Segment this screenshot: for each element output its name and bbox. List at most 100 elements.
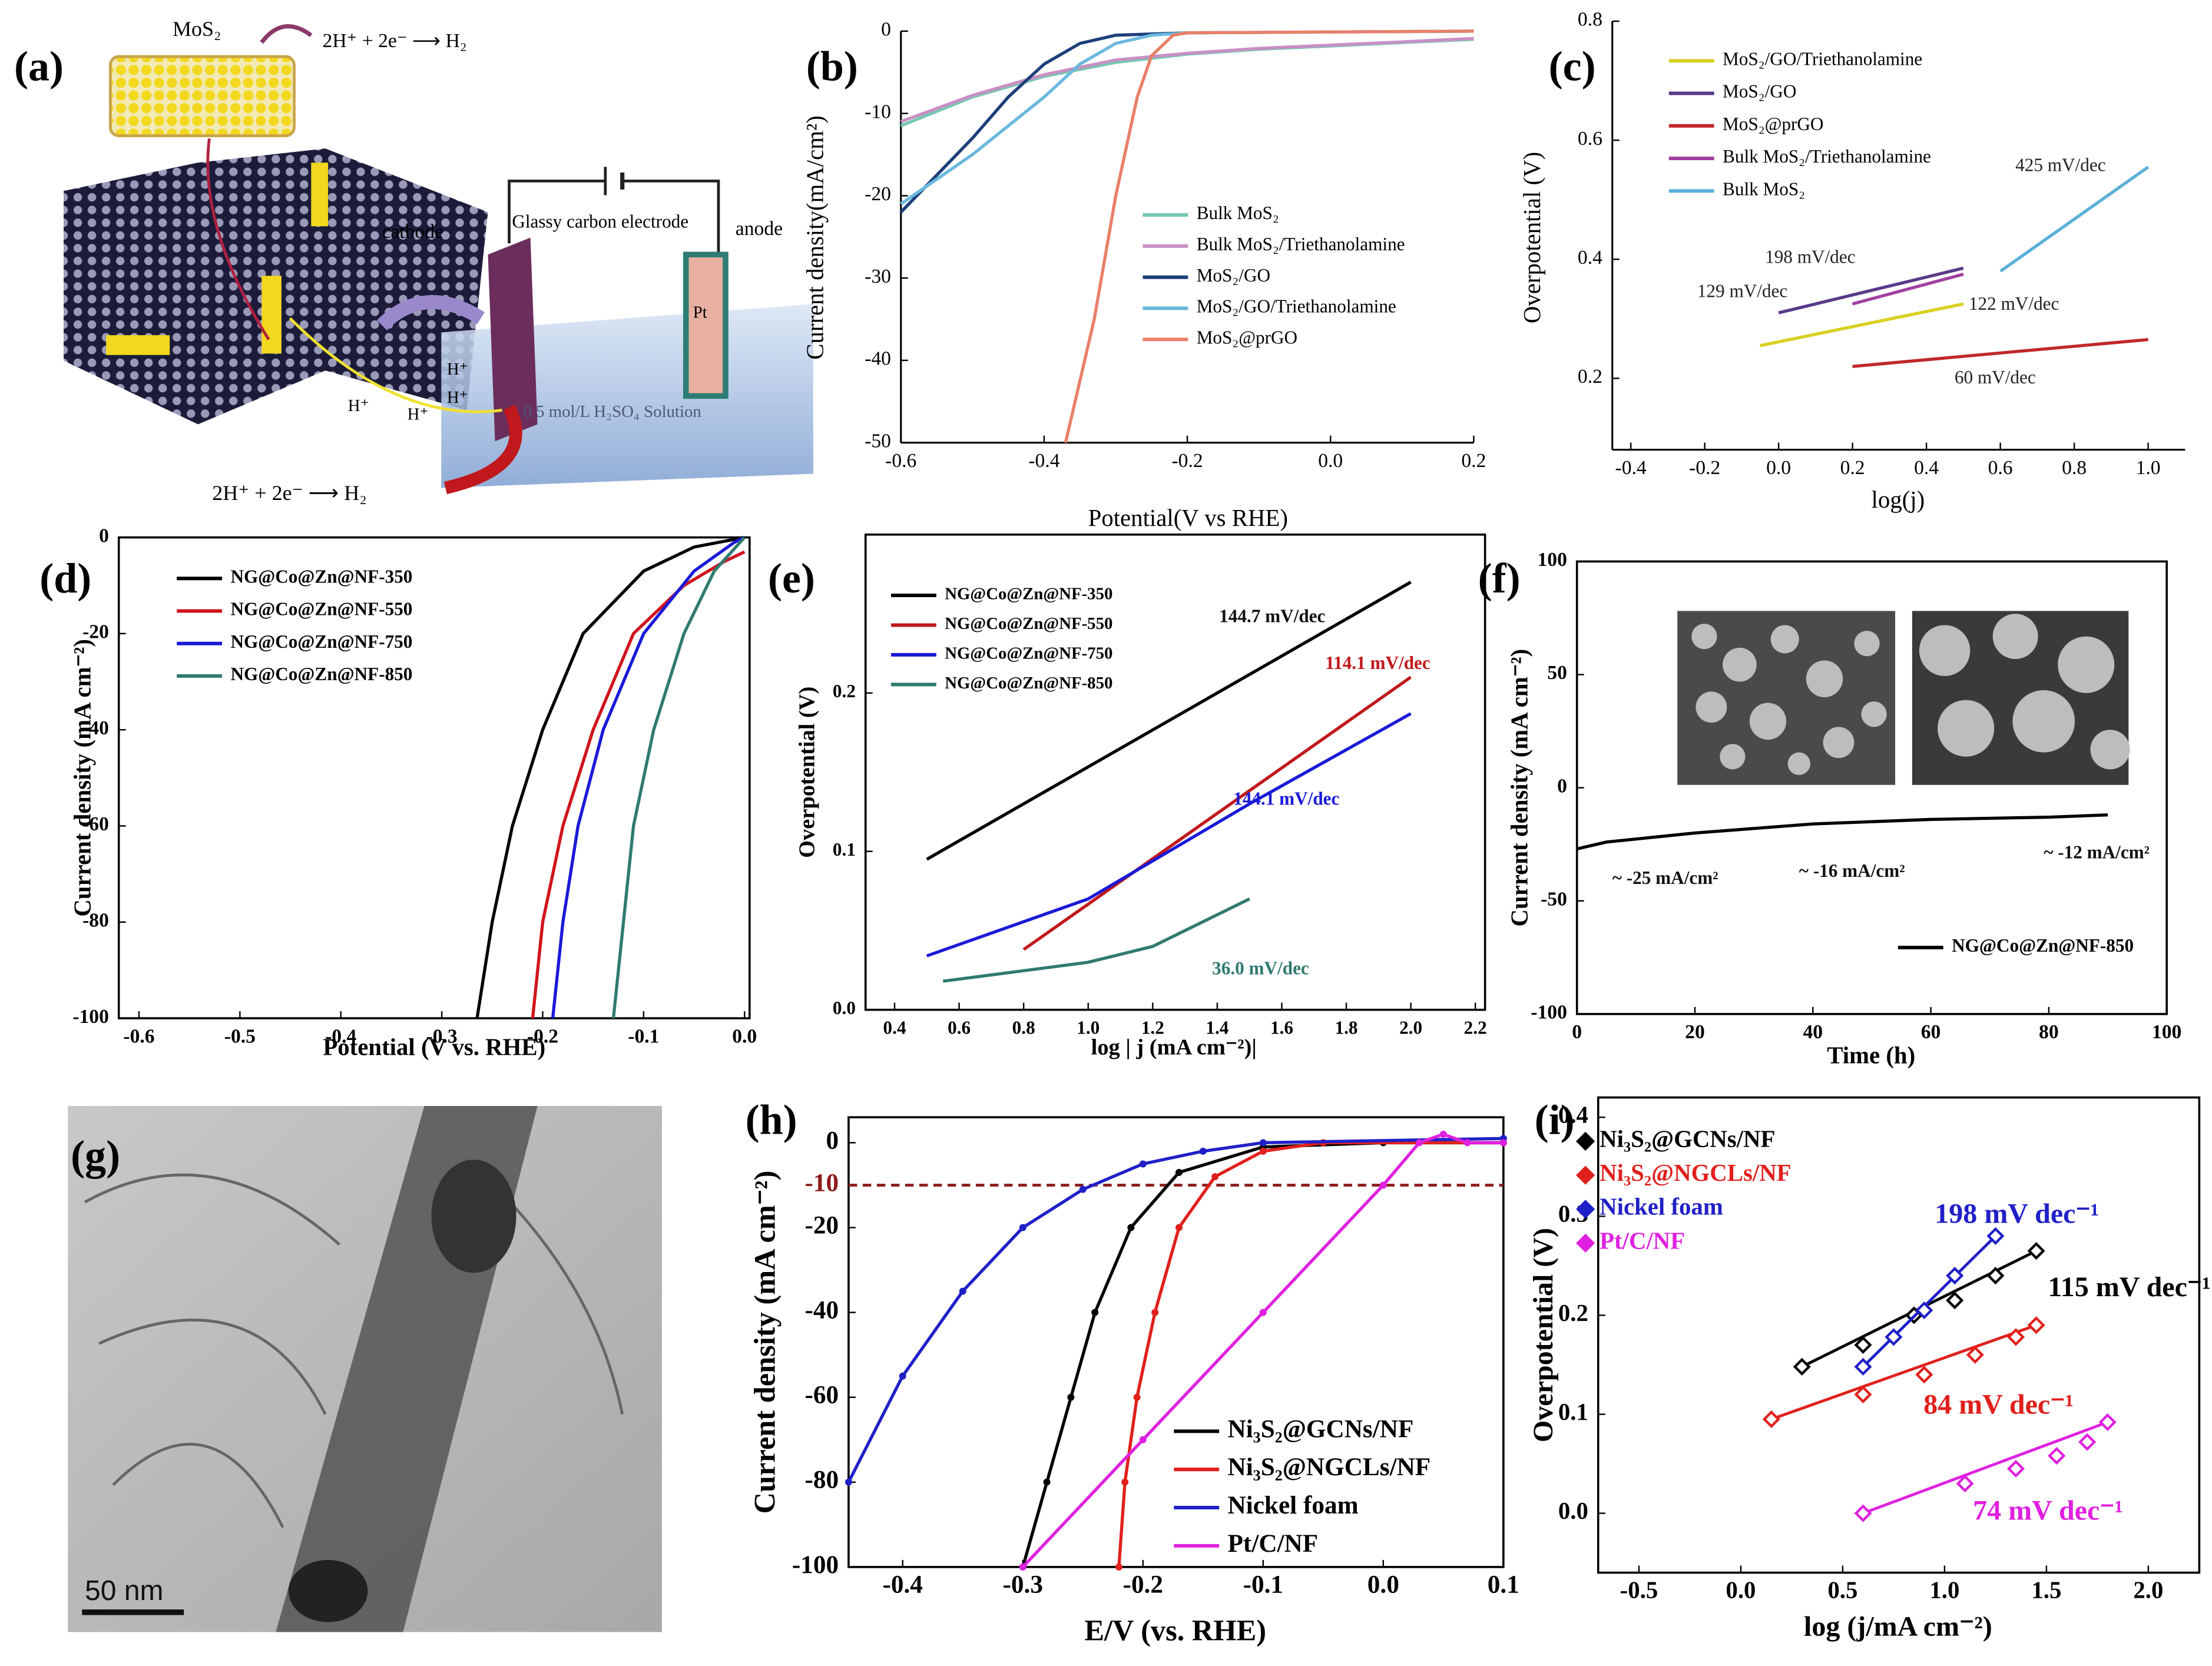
annotation: ~ -12 mA/cm² xyxy=(2044,842,2150,863)
x-axis-label: log (j/mA cm⁻²) xyxy=(1804,1611,1992,1642)
legend-label: Ni₃S₂@NGCLs/NF xyxy=(1228,1453,1431,1481)
x-tick-label: 1.6 xyxy=(1270,1017,1293,1038)
legend-label: MoS₂/GO xyxy=(1197,265,1270,286)
point xyxy=(1175,1224,1183,1231)
x-tick-label: -0.2 xyxy=(1123,1570,1163,1598)
legend-label: NG@Co@Zn@NF-350 xyxy=(230,566,412,587)
x-tick-label: -0.6 xyxy=(123,1025,154,1047)
x-tick-label: 0.0 xyxy=(1318,450,1343,472)
label: H⁺ xyxy=(447,360,468,379)
mos2-slab xyxy=(106,335,170,355)
scale-label: 50 nm xyxy=(85,1575,163,1607)
panel-label: (i) xyxy=(1535,1097,1575,1144)
panel-label: (c) xyxy=(1549,43,1596,90)
pt-electrode xyxy=(683,251,728,399)
point xyxy=(1416,1139,1423,1147)
point xyxy=(1946,1267,1964,1285)
label: 0.5 mol/L H₂SO₄ Solution xyxy=(524,402,701,421)
point xyxy=(1019,1224,1026,1231)
plot-frame xyxy=(1597,1096,2201,1574)
point xyxy=(1793,1357,1811,1376)
y-tick-label: 0.6 xyxy=(1578,128,1602,150)
point xyxy=(1067,1393,1075,1401)
schematic: (a) MoS₂ 2H⁺ + 2e⁻ ⟶ H₂ cathode Glassy c… xyxy=(14,17,813,505)
y-tick-label: -60 xyxy=(804,1381,839,1409)
y-axis-label: Current density (mA cm⁻²) xyxy=(69,639,95,917)
legend-label: NG@Co@Zn@NF-750 xyxy=(945,644,1112,663)
point xyxy=(1121,1478,1129,1486)
panel-label: (a) xyxy=(14,43,64,90)
point xyxy=(959,1287,966,1295)
point xyxy=(1986,1227,2005,1245)
panel-label: (f) xyxy=(1478,555,1521,602)
annotation: 115 mV dec⁻¹ xyxy=(2048,1271,2210,1303)
y-tick-label: 100 xyxy=(1537,549,1567,571)
annotation: 198 mV dec⁻¹ xyxy=(1935,1198,2099,1229)
y-tick-label: -20 xyxy=(804,1211,839,1239)
y-tick-label: 0.2 xyxy=(833,681,856,701)
point xyxy=(1854,1336,1872,1354)
series-line xyxy=(611,536,746,1019)
y-tick-label: -20 xyxy=(82,621,109,643)
annotation: 198 mV/dec xyxy=(1765,247,1855,267)
x-tick-label: 0.2 xyxy=(1461,450,1486,472)
x-axis-label: log(j) xyxy=(1872,486,1925,513)
series-line xyxy=(1760,302,1964,347)
y-axis-label: Overpotential (V) xyxy=(1519,152,1545,323)
point xyxy=(2027,1316,2045,1334)
x-tick-label: 40 xyxy=(1803,1021,1823,1043)
annotation: 144.1 mV/dec xyxy=(1233,788,1339,809)
y-tick-label: -10 xyxy=(804,1168,839,1197)
point xyxy=(845,1478,852,1486)
plot-frame xyxy=(117,536,751,1019)
annotation: 144.7 mV/dec xyxy=(1219,606,1325,627)
y-tick-label: -50 xyxy=(1541,888,1567,910)
legend-label: NG@Co@Zn@NF-850 xyxy=(945,674,1112,693)
x-axis-label: E/V (vs. RHE) xyxy=(1084,1614,1266,1647)
point xyxy=(1199,1147,1207,1155)
series-line xyxy=(531,550,746,1019)
y-tick-label: 0.8 xyxy=(1578,9,1602,31)
annotation: 114.1 mV/dec xyxy=(1325,653,1430,673)
chart-panel: -0.6 -0.5 -0.4 -0.3 -0.2 -0.1 0.0 0 -20 -40 -60 -80… xyxy=(39,525,757,1060)
series-line xyxy=(1022,675,1412,951)
x-tick-label: -0.5 xyxy=(224,1025,256,1047)
x-tick-label: -0.5 xyxy=(1620,1576,1658,1603)
y-axis-label: Current density(mA/cm²) xyxy=(802,115,828,360)
nanorod-core xyxy=(288,1559,368,1622)
legend-label: Bulk MoS₂ xyxy=(1723,178,1805,199)
point xyxy=(2098,1413,2117,1432)
y-tick-label: -30 xyxy=(865,266,891,287)
x-tick-label: 2.0 xyxy=(2133,1576,2163,1603)
label: H⁺ xyxy=(447,388,468,407)
point xyxy=(1956,1475,1974,1493)
point xyxy=(1885,1328,1903,1346)
x-tick-label: 0.6 xyxy=(948,1017,971,1038)
y-tick-label: 0.2 xyxy=(1558,1300,1588,1326)
x-tick-label: 1.0 xyxy=(1929,1576,1959,1603)
y-axis-label: Overpotential (V) xyxy=(794,687,819,858)
x-tick-label: -0.4 xyxy=(883,1570,923,1598)
x-tick-label: -0.1 xyxy=(1243,1570,1283,1598)
x-tick-label: -0.1 xyxy=(628,1025,659,1047)
point xyxy=(2027,1242,2045,1260)
x-tick-label: -0.2 xyxy=(1689,457,1720,479)
x-tick-label: 2.0 xyxy=(1399,1017,1422,1038)
y-tick-label: -100 xyxy=(1531,1002,1567,1024)
legend-label: Bulk MoS₂/Triethanolamine xyxy=(1197,234,1405,254)
label: H⁺ xyxy=(348,396,369,415)
x-tick-label: 0.0 xyxy=(1726,1576,1756,1603)
x-tick-label: -0.3 xyxy=(1003,1570,1043,1598)
point xyxy=(1966,1346,1984,1364)
arrow xyxy=(289,317,502,413)
arrow xyxy=(260,24,313,44)
y-tick-label: 0 xyxy=(881,19,891,41)
x-tick-label: 0 xyxy=(1572,1021,1582,1043)
chart-panel: 0 20 40 60 80 100 100 50 0 -50 -100 Time (h) Current… xyxy=(1478,549,2182,1069)
series-line xyxy=(943,897,1250,983)
legend-marker xyxy=(1576,1233,1595,1253)
series-line xyxy=(475,535,745,1019)
y-tick-label: 0.4 xyxy=(1558,1102,1588,1128)
point xyxy=(2006,1459,2025,1478)
